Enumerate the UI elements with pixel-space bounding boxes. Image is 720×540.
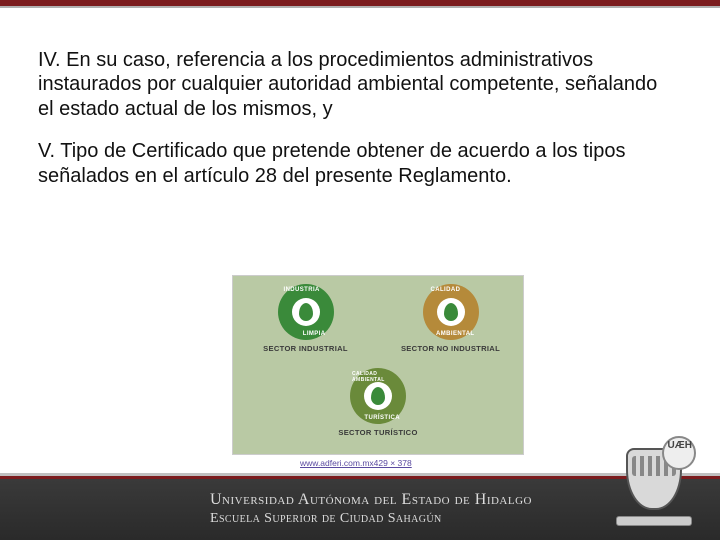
school-name: Escuela Superior de Ciudad Sahagún (210, 511, 532, 527)
sector-label: SECTOR NO INDUSTRIAL (401, 344, 500, 353)
cert-row-top: INDUSTRIA LIMPIA SECTOR INDUSTRIAL CALID… (233, 284, 523, 353)
sector-label: SECTOR INDUSTRIAL (263, 344, 348, 353)
badge-calidad-ambiental-icon: CALIDAD AMBIENTAL (423, 284, 479, 340)
top-accent-bar (0, 0, 720, 6)
body-content: IV. En su caso, referencia a los procedi… (38, 48, 658, 206)
ring-text: TURÍSTICA (364, 415, 400, 421)
cert-calidad-ambiental: CALIDAD AMBIENTAL SECTOR NO INDUSTRIAL (386, 284, 516, 353)
sector-label: SECTOR TURÍSTICO (338, 428, 417, 437)
cert-industria-limpia: INDUSTRIA LIMPIA SECTOR INDUSTRIAL (241, 284, 371, 353)
crest-letters: UÆH (668, 440, 692, 451)
certificates-image: INDUSTRIA LIMPIA SECTOR INDUSTRIAL CALID… (232, 275, 524, 455)
footer-band: Universidad Autónoma del Estado de Hidal… (0, 476, 720, 540)
badge-turistica-icon: CALIDAD AMBIENTAL TURÍSTICA (350, 368, 406, 424)
university-text: Universidad Autónoma del Estado de Hidal… (210, 491, 532, 527)
ring-text: LIMPIA (303, 331, 326, 337)
ring-text: AMBIENTAL (436, 331, 474, 337)
paragraph-iv: IV. En su caso, referencia a los procedi… (38, 48, 658, 121)
ring-text: CALIDAD (431, 287, 461, 293)
university-crest-icon: UÆH (618, 442, 690, 520)
paragraph-v: V. Tipo de Certificado que pretende obte… (38, 139, 658, 188)
cert-row-bottom: CALIDAD AMBIENTAL TURÍSTICA SECTOR TURÍS… (233, 368, 523, 437)
ring-text: INDUSTRIA (284, 287, 320, 293)
slide: IV. En su caso, referencia a los procedi… (0, 0, 720, 540)
image-source-link[interactable]: www.adferi.com.mx429 × 378 (300, 458, 412, 468)
cert-turistica: CALIDAD AMBIENTAL TURÍSTICA SECTOR TURÍS… (313, 368, 443, 437)
university-name: Universidad Autónoma del Estado de Hidal… (210, 491, 532, 509)
badge-industria-limpia-icon: INDUSTRIA LIMPIA (278, 284, 334, 340)
